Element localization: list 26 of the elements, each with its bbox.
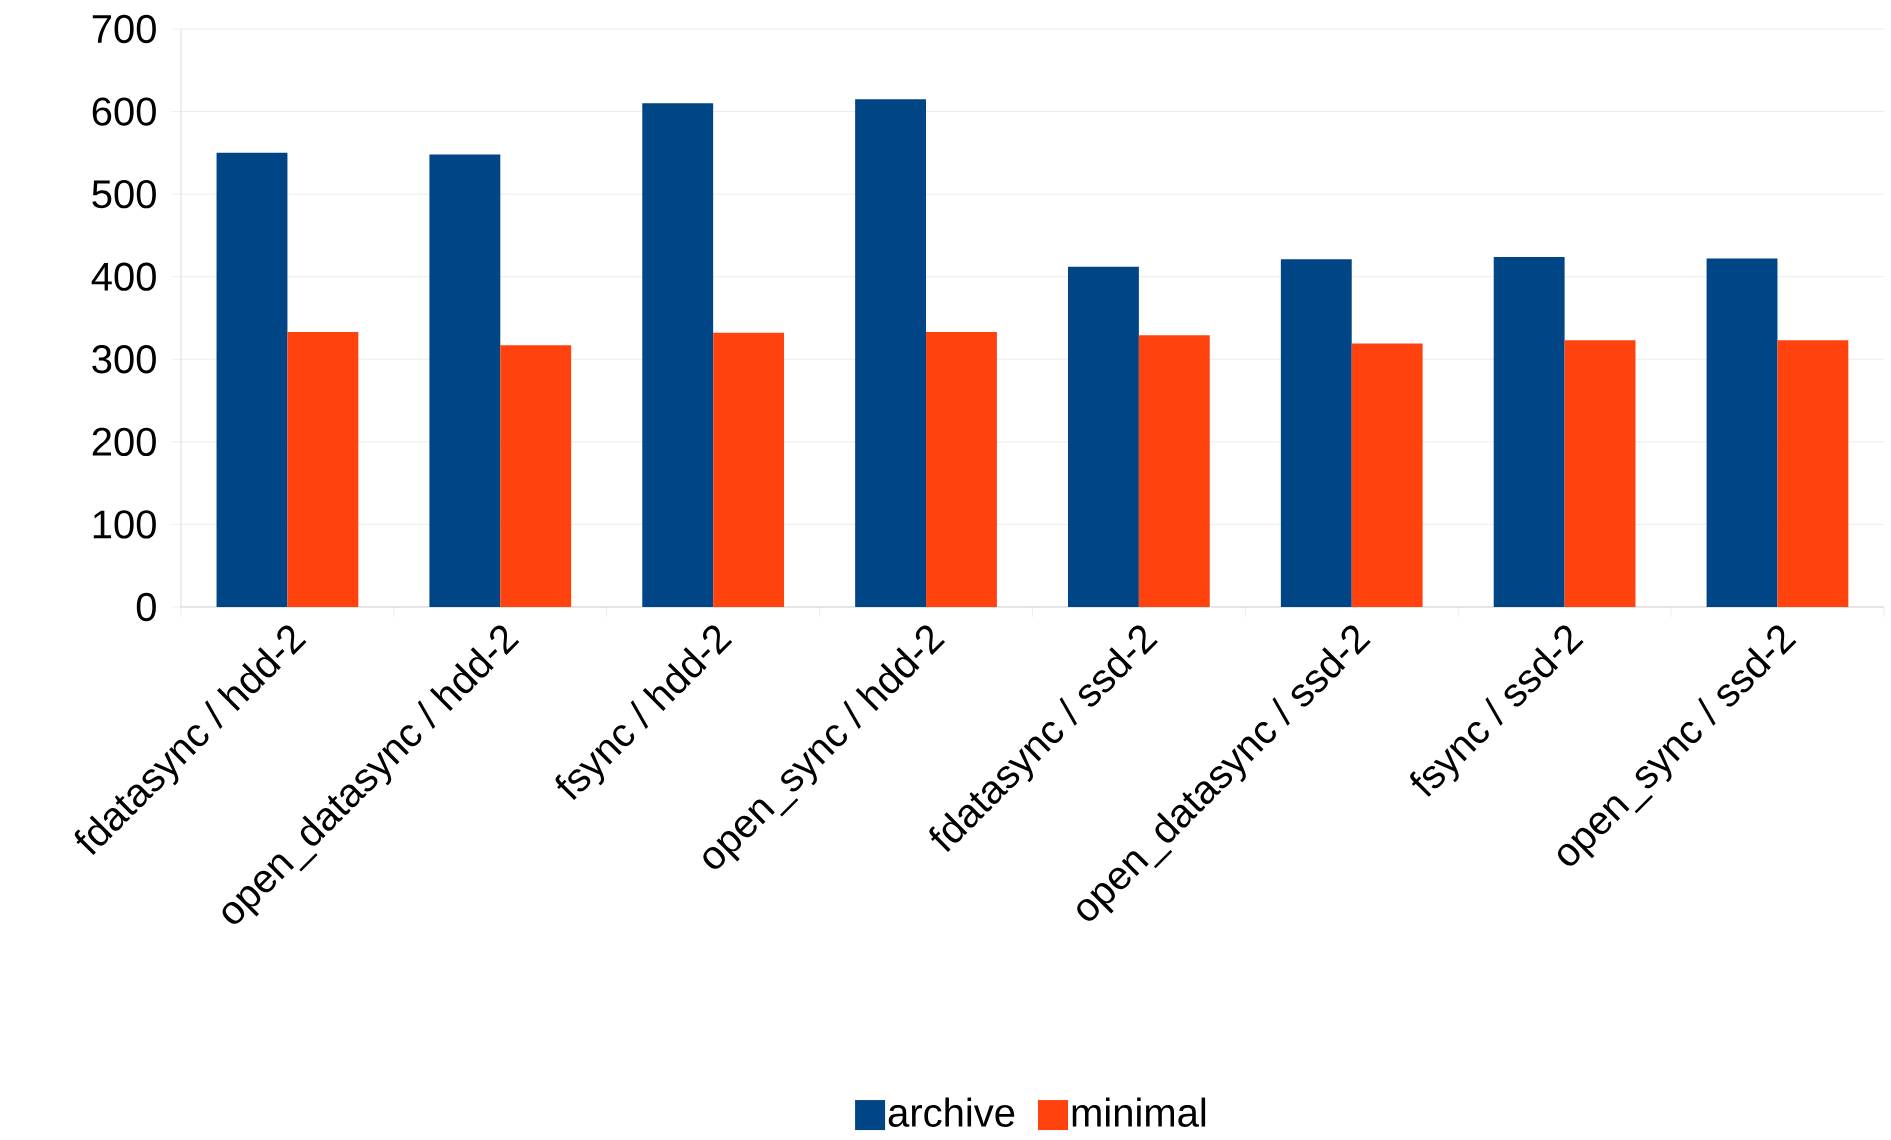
bar	[287, 332, 359, 607]
bar	[1777, 340, 1849, 607]
y-tick-label: 600	[92, 97, 156, 126]
y-tick-label: 400	[91, 262, 156, 291]
bar	[500, 345, 572, 607]
bar	[1280, 259, 1352, 607]
bar	[1493, 256, 1565, 607]
y-tick-label: 100	[93, 510, 156, 539]
bar	[1706, 258, 1778, 607]
bar	[1138, 335, 1210, 607]
legend-label: minimal	[1072, 1097, 1206, 1127]
bar	[855, 99, 927, 607]
legend-label: archive	[888, 1097, 1015, 1127]
y-tick-label: 300	[92, 345, 156, 374]
y-tick-label: 500	[92, 179, 156, 209]
bar	[1564, 340, 1636, 607]
bar	[713, 332, 785, 607]
bar	[1351, 343, 1423, 607]
bar	[1068, 266, 1139, 607]
bar	[642, 103, 714, 607]
bar	[216, 152, 288, 607]
y-tick-label: 700	[92, 14, 156, 44]
bar	[926, 332, 997, 607]
bar	[429, 154, 501, 607]
y-tick-label: 200	[92, 427, 156, 457]
y-tick-label: 0	[136, 592, 156, 622]
